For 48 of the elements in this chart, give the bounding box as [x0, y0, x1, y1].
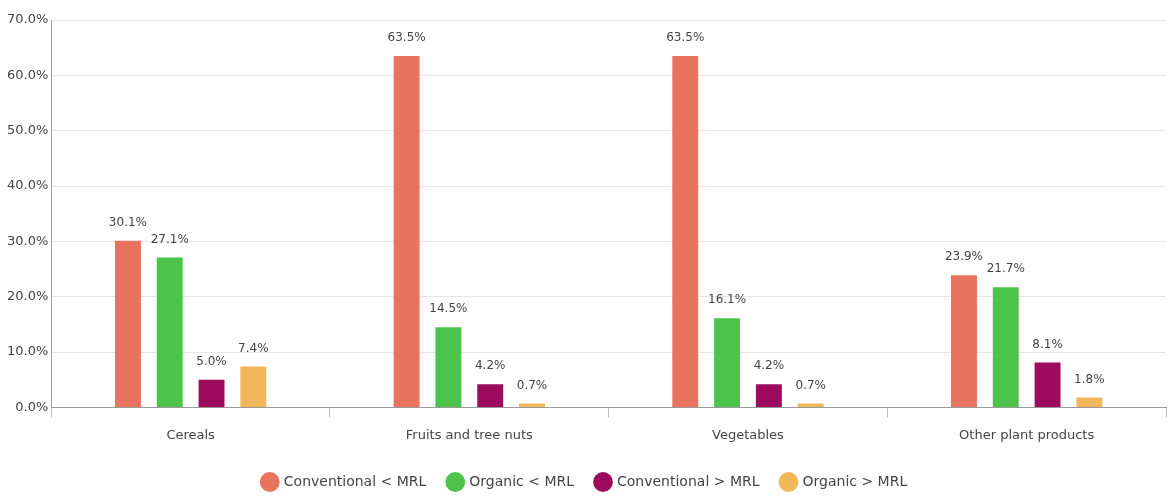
y-tick-label: 70.0% — [6, 11, 49, 27]
data-label: 0.7% — [795, 377, 826, 392]
x-tick-label: Other plant products — [959, 426, 1095, 442]
x-tick-label: Fruits and tree nuts — [405, 426, 534, 442]
data-label: 23.9% — [944, 249, 984, 264]
data-label: 14.5% — [429, 301, 468, 316]
y-tick-label: 20.0% — [6, 288, 49, 304]
legend-label: Conventional < MRL — [283, 472, 427, 489]
bar — [114, 240, 141, 407]
data-label: 0.7% — [516, 377, 548, 392]
y-tick-label: 30.0% — [6, 232, 49, 248]
bar — [477, 384, 504, 407]
data-label: 63.5% — [387, 30, 426, 45]
bar — [435, 327, 462, 407]
data-label: 7.4% — [238, 340, 269, 355]
bar — [156, 257, 183, 407]
bar — [393, 55, 420, 407]
data-label: 8.1% — [1032, 336, 1063, 351]
bar — [672, 55, 699, 407]
bar — [519, 403, 545, 407]
legend-label: Organic < MRL — [469, 472, 575, 489]
bar — [1034, 362, 1061, 407]
data-label: 4.2% — [753, 358, 785, 373]
data-label: 30.1% — [108, 214, 147, 229]
legend-label: Conventional > MRL — [617, 472, 760, 489]
y-tick-label: 10.0% — [6, 343, 49, 359]
y-tick-label: 60.0% — [6, 66, 49, 82]
y-tick-label: 0.0% — [15, 398, 49, 414]
bar — [714, 318, 741, 407]
y-tick-label: 40.0% — [6, 177, 49, 193]
legend-label: Organic > MRL — [802, 472, 908, 489]
data-label: 1.8% — [1074, 371, 1105, 386]
y-tick-label: 50.0% — [6, 122, 49, 138]
bar — [198, 379, 225, 407]
bar — [1076, 397, 1103, 407]
data-label: 27.1% — [150, 231, 189, 246]
data-label: 4.2% — [474, 358, 506, 373]
bar — [951, 275, 977, 407]
bar — [797, 403, 824, 407]
bar — [755, 384, 782, 407]
data-label: 63.5% — [666, 30, 705, 45]
data-label: 16.1% — [708, 292, 747, 307]
data-label: 21.7% — [986, 261, 1025, 276]
x-tick-label: Cereals — [166, 426, 216, 442]
x-tick-label: Vegetables — [712, 426, 785, 442]
data-label: 5.0% — [196, 353, 227, 368]
bar — [240, 366, 267, 407]
bar — [992, 287, 1019, 407]
